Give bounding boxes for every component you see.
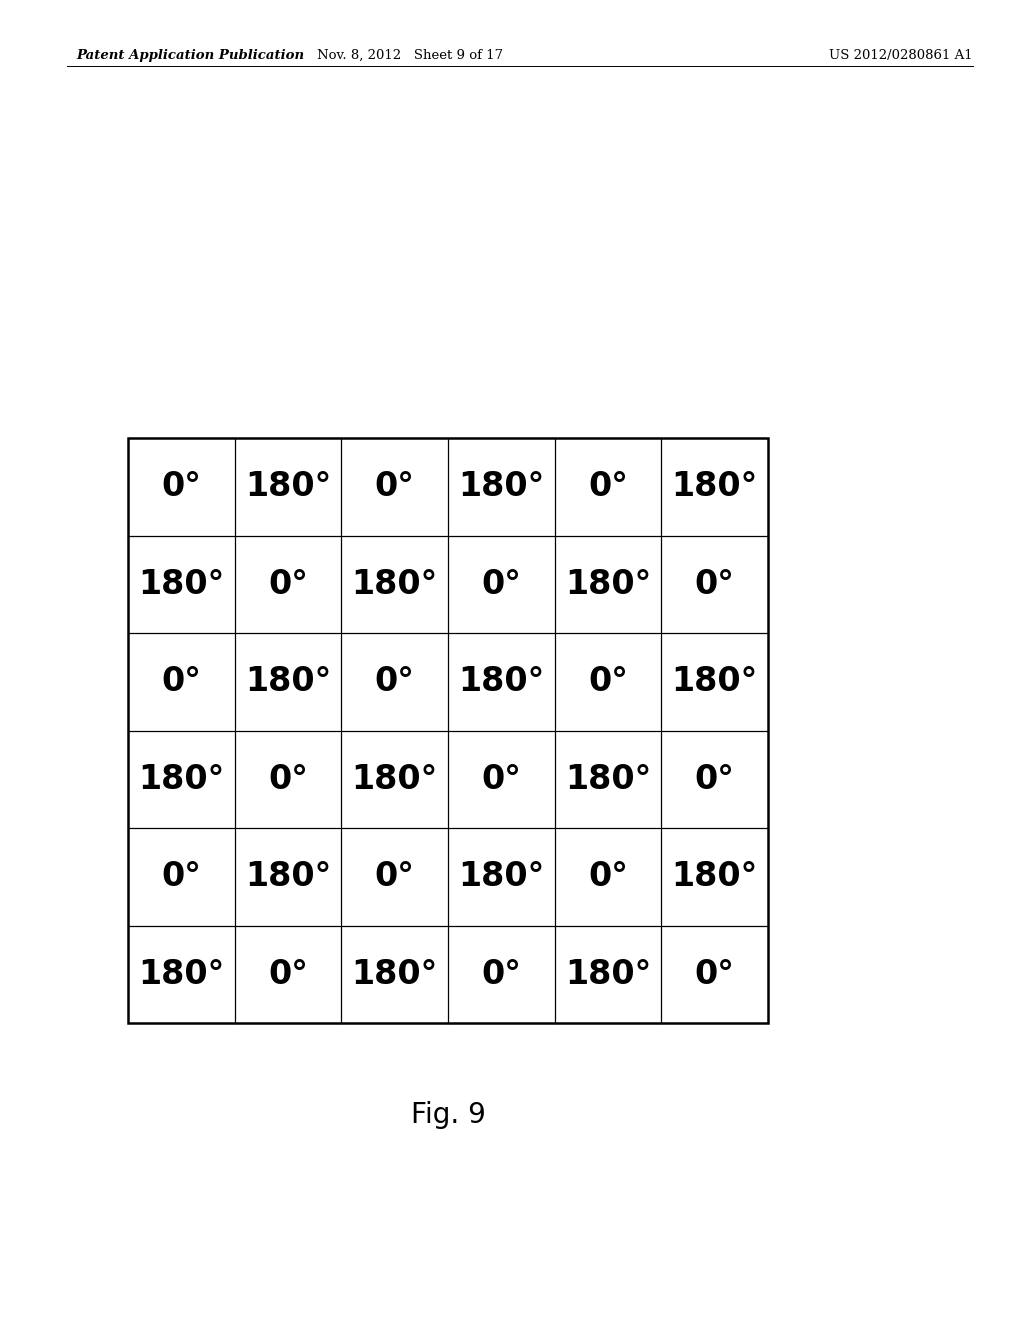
Text: 0°: 0° (375, 861, 415, 894)
Text: 0°: 0° (375, 470, 415, 503)
Text: 0°: 0° (694, 568, 734, 601)
Text: Patent Application Publication: Patent Application Publication (77, 49, 305, 62)
Text: 180°: 180° (565, 958, 651, 991)
Text: 0°: 0° (694, 763, 734, 796)
Text: 0°: 0° (162, 470, 202, 503)
Text: 0°: 0° (375, 665, 415, 698)
Text: Nov. 8, 2012   Sheet 9 of 17: Nov. 8, 2012 Sheet 9 of 17 (316, 49, 503, 62)
Text: 0°: 0° (694, 958, 734, 991)
Text: 0°: 0° (162, 665, 202, 698)
Text: 180°: 180° (672, 665, 758, 698)
Text: 180°: 180° (565, 568, 651, 601)
Text: Fig. 9: Fig. 9 (411, 1101, 485, 1130)
Text: 180°: 180° (351, 763, 438, 796)
Text: 180°: 180° (351, 958, 438, 991)
Text: 0°: 0° (162, 861, 202, 894)
Text: 180°: 180° (138, 763, 224, 796)
Text: 180°: 180° (351, 568, 438, 601)
Text: 0°: 0° (481, 958, 521, 991)
Text: 180°: 180° (138, 568, 224, 601)
Text: 180°: 180° (138, 958, 224, 991)
Text: 180°: 180° (245, 470, 331, 503)
Text: 180°: 180° (458, 861, 545, 894)
Text: 0°: 0° (481, 568, 521, 601)
Text: 0°: 0° (481, 763, 521, 796)
Text: 180°: 180° (565, 763, 651, 796)
Text: 0°: 0° (588, 470, 628, 503)
Text: 180°: 180° (245, 861, 331, 894)
Text: 0°: 0° (268, 568, 308, 601)
Text: 180°: 180° (458, 470, 545, 503)
Text: US 2012/0280861 A1: US 2012/0280861 A1 (829, 49, 973, 62)
Text: 180°: 180° (672, 470, 758, 503)
Text: 180°: 180° (458, 665, 545, 698)
Text: 0°: 0° (268, 958, 308, 991)
Text: 180°: 180° (245, 665, 331, 698)
Text: 180°: 180° (672, 861, 758, 894)
Text: 0°: 0° (268, 763, 308, 796)
Text: 0°: 0° (588, 665, 628, 698)
Text: 0°: 0° (588, 861, 628, 894)
Bar (128, 438, 768, 1023)
